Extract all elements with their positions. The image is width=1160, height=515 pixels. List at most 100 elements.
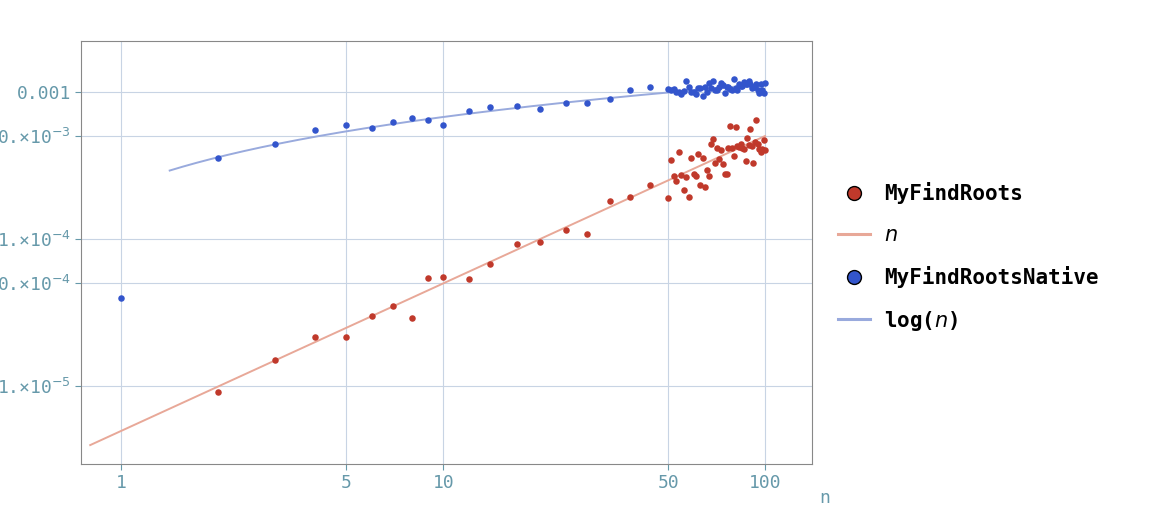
Point — [696, 83, 715, 91]
Legend: MyFindRoots, $n$, MyFindRootsNative, log($n$): MyFindRoots, $n$, MyFindRootsNative, log… — [829, 174, 1107, 341]
Point — [751, 89, 769, 97]
Point — [742, 84, 761, 92]
Point — [730, 143, 748, 151]
Point — [667, 88, 686, 96]
Point — [434, 121, 452, 129]
Point — [747, 116, 766, 125]
Point — [363, 312, 382, 320]
Point — [694, 92, 712, 100]
Text: n: n — [819, 489, 831, 507]
Point — [434, 272, 452, 281]
Point — [687, 90, 705, 98]
Point — [738, 134, 756, 143]
Point — [659, 194, 677, 202]
Point — [677, 77, 696, 85]
Point — [675, 186, 694, 194]
Point — [731, 140, 749, 148]
Point — [209, 388, 227, 396]
Point — [716, 170, 734, 178]
Point — [669, 148, 688, 156]
Point — [601, 95, 619, 104]
Point — [689, 84, 708, 92]
Point — [419, 116, 437, 124]
Point — [723, 85, 741, 94]
Point — [734, 145, 753, 153]
Point — [531, 238, 550, 246]
Point — [578, 230, 596, 238]
Point — [733, 144, 752, 152]
Point — [459, 275, 478, 283]
Point — [725, 152, 744, 161]
Point — [113, 294, 131, 302]
Point — [680, 82, 698, 91]
Point — [752, 148, 770, 156]
Point — [699, 78, 718, 87]
Point — [737, 79, 755, 88]
Point — [722, 122, 740, 130]
Point — [717, 170, 735, 179]
Point — [266, 140, 284, 148]
Point — [702, 140, 720, 148]
Point — [481, 260, 500, 268]
Point — [716, 89, 734, 97]
Point — [747, 80, 766, 88]
Point — [725, 75, 744, 83]
Point — [697, 88, 716, 96]
Point — [726, 124, 745, 132]
Point — [578, 99, 596, 107]
Point — [699, 171, 718, 180]
Point — [753, 145, 771, 153]
Point — [728, 142, 747, 150]
Point — [744, 83, 762, 91]
Point — [739, 141, 757, 149]
Point — [306, 333, 325, 341]
Point — [734, 78, 753, 87]
Point — [710, 82, 728, 91]
Point — [667, 177, 686, 185]
Point — [748, 140, 767, 148]
Point — [753, 87, 771, 95]
Point — [363, 124, 382, 132]
Point — [746, 83, 764, 92]
Point — [705, 87, 724, 95]
Point — [621, 193, 639, 201]
Point — [403, 314, 421, 322]
Point — [697, 166, 716, 175]
Point — [704, 77, 723, 85]
Point — [266, 356, 284, 364]
Point — [741, 80, 760, 88]
Point — [531, 105, 550, 113]
Point — [704, 135, 723, 144]
Point — [665, 85, 683, 93]
Point — [738, 80, 756, 88]
Point — [730, 79, 748, 88]
Point — [755, 78, 774, 87]
Point — [719, 83, 738, 91]
Point — [481, 103, 500, 111]
Point — [702, 84, 720, 92]
Point — [661, 156, 680, 164]
Point — [710, 155, 728, 163]
Point — [754, 136, 773, 144]
Point — [755, 146, 774, 154]
Point — [557, 226, 575, 234]
Point — [684, 169, 703, 178]
Point — [733, 82, 752, 91]
Point — [726, 84, 745, 93]
Point — [338, 333, 356, 341]
Point — [672, 170, 690, 179]
Point — [682, 153, 701, 162]
Point — [459, 107, 478, 115]
Point — [675, 87, 694, 95]
Point — [384, 302, 403, 311]
Point — [621, 86, 639, 94]
Point — [751, 145, 769, 153]
Point — [705, 159, 724, 167]
Point — [741, 125, 760, 133]
Point — [672, 90, 690, 98]
Point — [641, 83, 660, 91]
Point — [748, 85, 767, 94]
Point — [723, 144, 741, 152]
Point — [691, 181, 710, 189]
Point — [306, 126, 325, 134]
